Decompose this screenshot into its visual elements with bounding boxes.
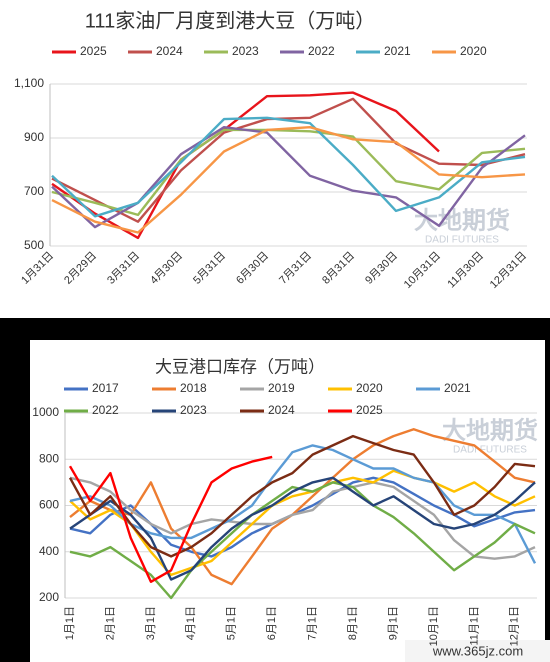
legend-label: 2021 — [444, 381, 471, 395]
legend-label: 2025 — [356, 403, 383, 417]
legend-label: 2023 — [232, 44, 259, 58]
chart-title: 大豆港口库存（万吨） — [155, 357, 325, 376]
x-tick-label: 9月30日 — [363, 250, 400, 287]
legend-label: 2020 — [460, 44, 487, 58]
series-line — [51, 126, 526, 229]
x-tick-label: 12月1日 — [509, 606, 521, 646]
x-tick-label: 9月1日 — [387, 606, 399, 640]
series-line — [69, 476, 536, 560]
legend-label: 2022 — [308, 44, 335, 58]
watermark: 大地期货 — [414, 206, 510, 234]
y-tick-label: 900 — [24, 130, 44, 144]
y-tick-label: 1000 — [32, 405, 59, 419]
series-line — [51, 91, 440, 240]
x-tick-label: 2月1日 — [104, 606, 116, 640]
y-tick-label: 800 — [39, 451, 59, 465]
x-tick-label: 6月1日 — [266, 606, 278, 640]
watermark: DADI FUTURES — [453, 445, 527, 456]
x-tick-label: 7月1日 — [307, 606, 319, 640]
y-tick-label: 600 — [39, 498, 59, 512]
site-watermark-bg — [405, 640, 550, 662]
x-tick-label: 11月1日 — [468, 606, 480, 646]
legend-label: 2021 — [384, 44, 411, 58]
legend-label: 2024 — [268, 403, 295, 417]
x-tick-label: 8月31日 — [320, 250, 357, 287]
y-tick-label: 700 — [24, 184, 44, 198]
series-line — [69, 428, 536, 586]
x-tick-label: 11月30日 — [445, 250, 486, 291]
x-tick-label: 7月31日 — [277, 250, 314, 287]
series-line — [68, 455, 273, 583]
x-tick-label: 3月1日 — [145, 606, 157, 640]
legend-label: 2023 — [180, 403, 207, 417]
site-watermark: www.365jz.com — [432, 643, 523, 658]
series-line — [51, 116, 526, 218]
x-tick-label: 1月31日 — [19, 250, 56, 287]
series-line — [69, 469, 536, 577]
legend-label: 2017 — [92, 381, 119, 395]
x-tick-label: 8月1日 — [347, 606, 359, 640]
y-tick-label: 1,100 — [14, 76, 44, 90]
chart-panel — [30, 340, 545, 662]
y-tick-label: 400 — [39, 544, 59, 558]
x-tick-label: 4月30日 — [148, 250, 185, 287]
watermark: 大地期货 — [442, 416, 538, 444]
legend-label: 2019 — [268, 381, 295, 395]
series-line — [69, 444, 537, 564]
watermark: DADI FUTURES — [425, 235, 499, 246]
legend-label: 2018 — [180, 381, 207, 395]
x-tick-label: 10月31日 — [402, 250, 443, 291]
series-line — [51, 126, 526, 234]
series-line — [69, 476, 536, 581]
x-tick-label: 6月30日 — [234, 250, 271, 287]
x-tick-label: 4月1日 — [185, 606, 197, 640]
legend-label: 2020 — [356, 381, 383, 395]
series-line — [51, 97, 526, 223]
x-tick-label: 10月1日 — [428, 606, 440, 646]
series-line — [51, 128, 526, 217]
x-tick-label: 12月31日 — [488, 250, 529, 291]
chart-title: 111家油厂月度到港大豆（万吨） — [85, 9, 375, 32]
x-tick-label: 1月1日 — [64, 606, 76, 640]
series-line — [68, 434, 536, 558]
legend-label: 2022 — [92, 403, 119, 417]
x-tick-label: 3月31日 — [105, 250, 142, 287]
y-tick-label: 200 — [39, 590, 59, 604]
y-tick-label: 500 — [24, 238, 44, 252]
legend-label: 2024 — [156, 44, 183, 58]
x-tick-label: 5月31日 — [191, 250, 228, 287]
legend-label: 2025 — [80, 44, 107, 58]
x-tick-label: 2月29日 — [62, 250, 99, 287]
x-tick-label: 5月1日 — [226, 606, 238, 640]
